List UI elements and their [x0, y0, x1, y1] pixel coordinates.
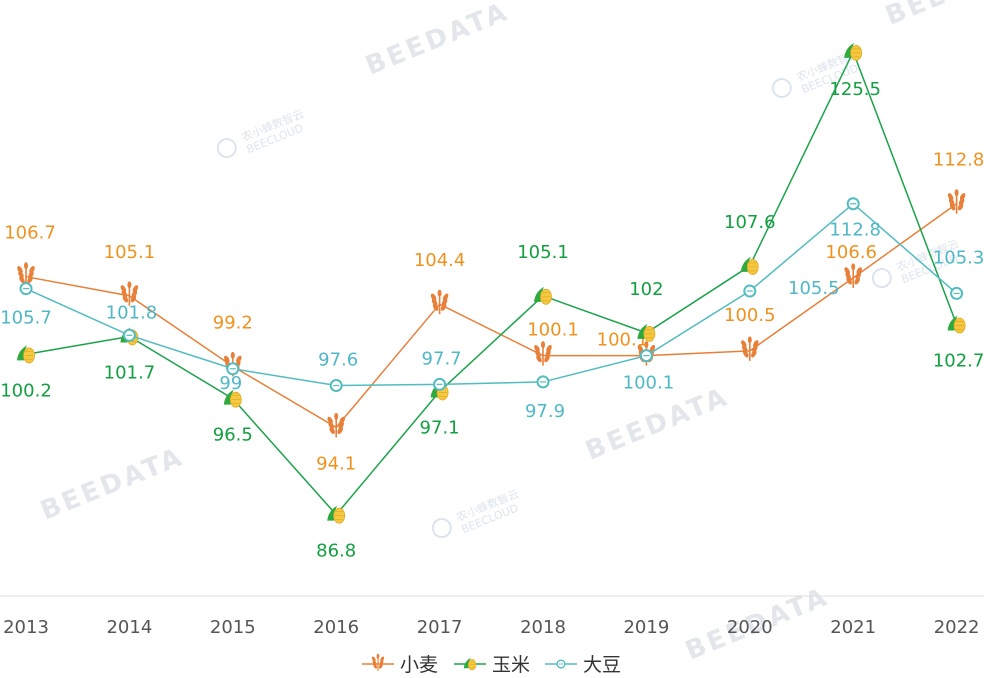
soybean-icon — [846, 197, 860, 211]
wheat-icon — [120, 281, 139, 306]
x-tick-label: 2014 — [106, 617, 152, 638]
data-label: 104.4 — [414, 250, 466, 271]
wheat-icon — [844, 263, 862, 288]
legend-item[interactable]: 玉米 — [454, 654, 530, 676]
wheat-icon — [741, 336, 759, 361]
data-label: 105.3 — [933, 247, 984, 268]
x-tick-label: 2019 — [623, 617, 669, 638]
legend-label: 大豆 — [583, 654, 621, 676]
corn-icon — [534, 286, 552, 305]
data-label: 105.5 — [788, 278, 840, 299]
data-label: 100.1 — [527, 320, 579, 341]
data-label: 101.8 — [106, 302, 158, 323]
corn-icon — [844, 42, 863, 61]
series-line — [25, 202, 958, 387]
corn-icon — [223, 389, 242, 408]
data-label: 102.7 — [933, 351, 984, 372]
corn-icon — [740, 256, 759, 275]
x-tick-label: 2020 — [727, 617, 773, 638]
data-label: 105.1 — [104, 242, 156, 263]
corn-icon — [17, 345, 35, 364]
data-label: 102 — [629, 279, 663, 300]
legend-item[interactable]: 大豆 — [545, 654, 621, 676]
legend-corn-icon — [463, 657, 477, 671]
series-line — [25, 49, 958, 516]
series-line — [25, 203, 958, 429]
wheat-icon — [17, 262, 35, 287]
legend-soybean-icon — [556, 659, 566, 669]
legend-item[interactable]: 小麦 — [362, 653, 438, 676]
x-tick-label: 2018 — [520, 617, 566, 638]
corn-icon — [637, 323, 656, 342]
x-tick-label: 2016 — [313, 617, 359, 638]
soybean-icon — [536, 375, 550, 389]
wheat-icon — [947, 189, 966, 214]
watermark-brand: BEEDATA — [581, 382, 733, 467]
data-label: 100.1 — [623, 373, 675, 394]
watermark-brand: BEEDATA — [36, 442, 188, 527]
data-label: 97.9 — [525, 401, 565, 422]
series-2: 100.2 101.7 96.5 86.8 97.1 105.1 102 107.6 125.5… — [0, 42, 984, 562]
data-label: 106.7 — [4, 223, 56, 244]
data-label: 97.1 — [420, 417, 460, 438]
data-label: 107.6 — [724, 212, 776, 233]
wheat-icon — [327, 412, 345, 438]
legend: 小麦 玉米 大豆 — [362, 653, 621, 676]
data-label: 100.5 — [724, 305, 776, 326]
data-label: 105.7 — [0, 308, 52, 329]
soybean-icon — [743, 284, 757, 298]
soybean-icon — [19, 282, 33, 296]
x-tick-label: 2015 — [210, 617, 256, 638]
x-tick-label: 2017 — [417, 617, 463, 638]
data-label: 97.7 — [422, 348, 462, 369]
data-label: 106.6 — [825, 242, 877, 263]
watermark-brand: BEEDATA — [881, 0, 984, 31]
watermark-layer: BEEDATABEEDATABEEDATABEEDATABEEDATA农小蜂数智… — [36, 0, 984, 666]
soybean-icon — [122, 328, 136, 342]
wheat-icon — [430, 289, 449, 315]
data-label: 97.6 — [318, 350, 358, 371]
data-label: 94.1 — [316, 453, 356, 474]
data-label: 101.7 — [104, 362, 156, 383]
corn-icon — [327, 505, 346, 524]
x-tick-label: 2013 — [3, 617, 49, 638]
data-label: 100.1 — [597, 330, 649, 351]
x-axis-ticks: 2013 2014 2015 2016 2017 2018 2019 2020 2021 2022 — [3, 617, 979, 638]
x-tick-label: 2021 — [830, 617, 876, 638]
x-tick-label: 2022 — [934, 617, 980, 638]
soybean-icon — [226, 362, 240, 376]
data-label: 100.2 — [0, 380, 52, 401]
series-1: 106.7 105.1 99.2 94.1 104.4 100.1 100.1 100.5 10… — [4, 150, 984, 475]
soybean-icon — [639, 349, 653, 363]
data-label: 86.8 — [316, 541, 356, 562]
data-label: 112.8 — [933, 150, 984, 171]
corn-icon — [947, 315, 966, 334]
legend-label: 玉米 — [492, 654, 530, 676]
legend-label: 小麦 — [400, 654, 438, 676]
data-label: 99 — [219, 373, 242, 394]
watermark-brand: BEEDATA — [361, 0, 513, 81]
data-label: 105.1 — [517, 242, 569, 263]
data-label: 96.5 — [213, 425, 253, 446]
data-label: 99.2 — [213, 312, 253, 333]
wheat-icon — [534, 341, 552, 366]
soybean-icon — [433, 377, 447, 391]
data-label: 112.8 — [829, 220, 881, 241]
data-label: 125.5 — [829, 79, 881, 100]
legend-wheat-icon — [371, 653, 385, 671]
soybean-icon — [329, 379, 343, 393]
soybean-icon — [950, 286, 964, 300]
